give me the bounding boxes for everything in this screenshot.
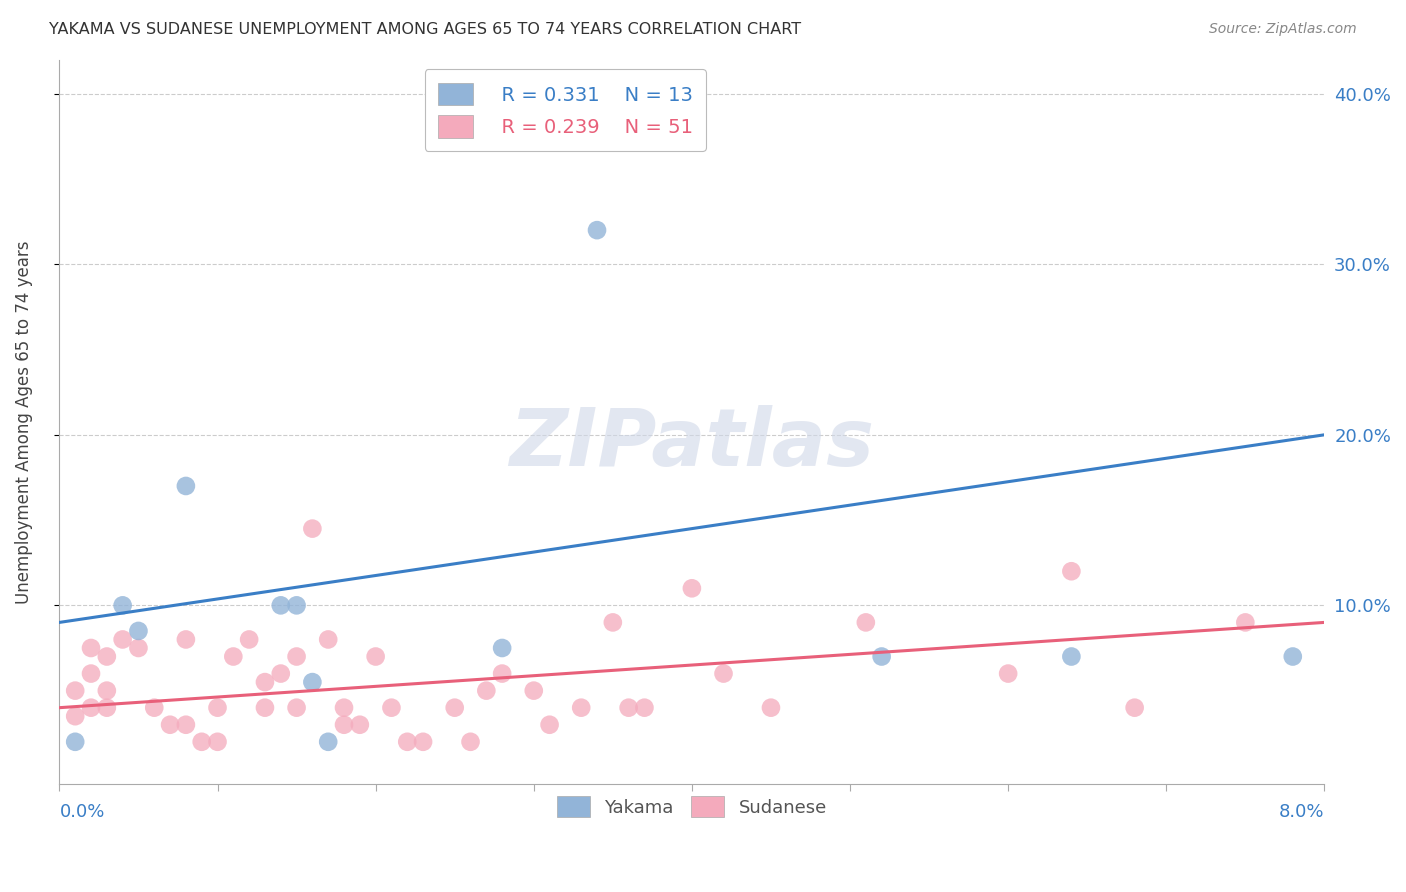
Point	[412, 735, 434, 749]
Point	[159, 717, 181, 731]
Point	[602, 615, 624, 630]
Point	[96, 649, 118, 664]
Point	[475, 683, 498, 698]
Point	[396, 735, 419, 749]
Point	[491, 640, 513, 655]
Point	[586, 223, 609, 237]
Point	[285, 649, 308, 664]
Text: YAKAMA VS SUDANESE UNEMPLOYMENT AMONG AGES 65 TO 74 YEARS CORRELATION CHART: YAKAMA VS SUDANESE UNEMPLOYMENT AMONG AG…	[49, 22, 801, 37]
Point	[63, 683, 86, 698]
Point	[1234, 615, 1257, 630]
Point	[333, 700, 356, 714]
Point	[270, 599, 292, 613]
Point	[127, 640, 149, 655]
Point	[759, 700, 782, 714]
Point	[63, 735, 86, 749]
Point	[1060, 564, 1083, 578]
Point	[1281, 649, 1303, 664]
Point	[80, 666, 103, 681]
Point	[569, 700, 592, 714]
Point	[364, 649, 387, 664]
Point	[207, 735, 229, 749]
Point	[253, 700, 276, 714]
Point	[80, 640, 103, 655]
Point	[174, 479, 197, 493]
Point	[1060, 649, 1083, 664]
Point	[681, 582, 703, 596]
Point	[111, 632, 134, 647]
Point	[96, 683, 118, 698]
Point	[316, 735, 339, 749]
Point	[111, 599, 134, 613]
Point	[997, 666, 1019, 681]
Point	[207, 700, 229, 714]
Point	[380, 700, 402, 714]
Point	[174, 717, 197, 731]
Point	[633, 700, 655, 714]
Point	[617, 700, 640, 714]
Point	[349, 717, 371, 731]
Point	[253, 675, 276, 690]
Point	[127, 624, 149, 638]
Point	[238, 632, 260, 647]
Point	[713, 666, 735, 681]
Text: 0.0%: 0.0%	[59, 803, 105, 821]
Point	[460, 735, 482, 749]
Point	[174, 632, 197, 647]
Point	[285, 599, 308, 613]
Point	[443, 700, 465, 714]
Point	[870, 649, 893, 664]
Legend: Yakama, Sudanese: Yakama, Sudanese	[548, 788, 835, 826]
Point	[270, 666, 292, 681]
Text: ZIPatlas: ZIPatlas	[509, 405, 875, 483]
Point	[285, 700, 308, 714]
Point	[190, 735, 212, 749]
Point	[63, 709, 86, 723]
Point	[301, 675, 323, 690]
Point	[523, 683, 546, 698]
Text: 8.0%: 8.0%	[1279, 803, 1324, 821]
Point	[301, 522, 323, 536]
Point	[1123, 700, 1146, 714]
Point	[316, 632, 339, 647]
Y-axis label: Unemployment Among Ages 65 to 74 years: Unemployment Among Ages 65 to 74 years	[15, 240, 32, 604]
Point	[491, 666, 513, 681]
Text: Source: ZipAtlas.com: Source: ZipAtlas.com	[1209, 22, 1357, 37]
Point	[333, 717, 356, 731]
Point	[96, 700, 118, 714]
Point	[80, 700, 103, 714]
Point	[222, 649, 245, 664]
Point	[855, 615, 877, 630]
Point	[143, 700, 166, 714]
Point	[538, 717, 561, 731]
